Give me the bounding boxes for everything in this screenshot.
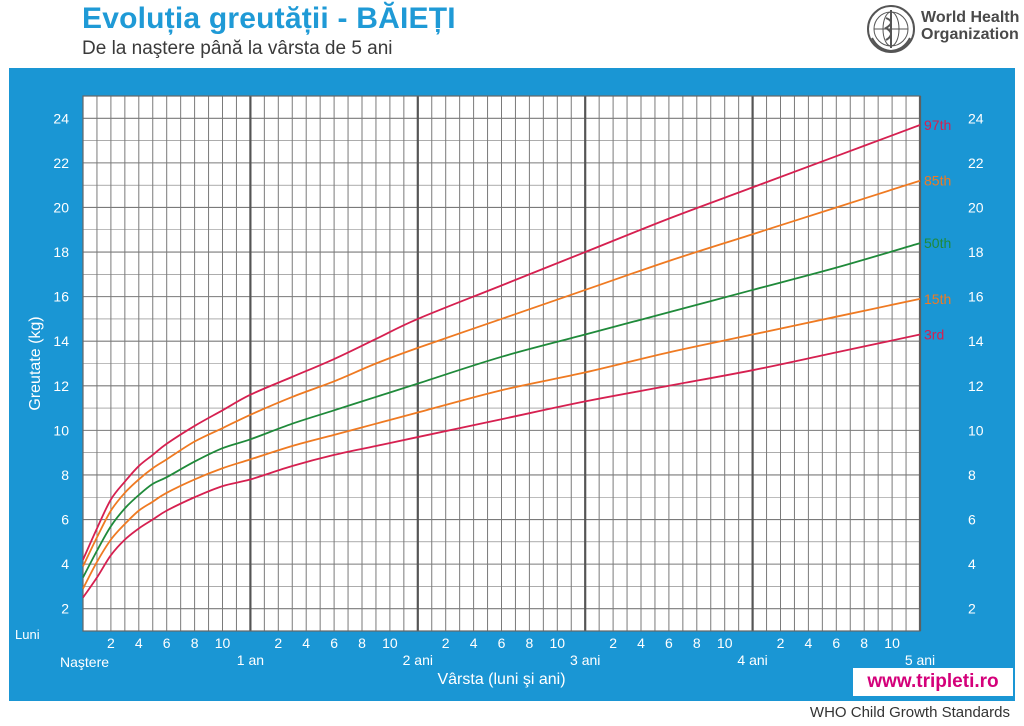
y-tick-label-right: 22 [968, 155, 984, 171]
chart-subtitle: De la naştere până la vârsta de 5 ani [82, 38, 393, 59]
x-tick-label-month: 2 [609, 635, 617, 651]
series-line-15th [82, 297, 921, 590]
x-tick-label-year: 2 ani [403, 652, 433, 668]
y-axis-label: Greutate (kg) [27, 316, 44, 410]
x-tick-label-month: 2 [777, 635, 785, 651]
x-tick-label-month: 8 [358, 635, 366, 651]
x-tick-label-month: 10 [884, 635, 900, 651]
website-label: www.tripleti.ro [853, 668, 1013, 696]
x-tick-label-year: 3 ani [570, 652, 600, 668]
x-tick-label-month: 2 [107, 635, 115, 651]
y-tick-label-left: 22 [53, 155, 69, 171]
y-tick-label-right: 20 [968, 199, 984, 215]
y-tick-label-right: 4 [968, 556, 976, 572]
x-tick-label-month: 4 [637, 635, 645, 651]
y-tick-label-right: 10 [968, 422, 984, 438]
x-unit-label: Luni [15, 627, 40, 642]
series-line-3rd [82, 333, 921, 599]
y-tick-label-left: 6 [61, 512, 69, 528]
x-tick-label-month: 8 [526, 635, 534, 651]
x-tick-label-year: 4 ani [737, 652, 767, 668]
x-tick-label-month: 6 [498, 635, 506, 651]
series-line-85th [82, 179, 921, 567]
x-tick-label-month: 8 [693, 635, 701, 651]
x-tick-label-month: 8 [191, 635, 199, 651]
y-tick-label-right: 12 [968, 378, 984, 394]
y-tick-label-right: 6 [968, 512, 976, 528]
chart-panel: 2 2 4 4 6 6 8 8 10 10 12 12 14 14 16 16 18 18 20 20 22 22 24 24… [9, 68, 1015, 701]
x-tick-label-month: 4 [302, 635, 310, 651]
series-line-50th [82, 242, 921, 578]
y-tick-label-left: 14 [53, 333, 69, 349]
y-tick-label-right: 24 [968, 110, 984, 126]
y-tick-label-right: 18 [968, 244, 984, 260]
x-tick-label-year: 5 ani [905, 652, 935, 668]
series-label-97th: 97th [924, 117, 951, 133]
who-emblem-icon [867, 5, 915, 53]
x-tick-label-month: 6 [665, 635, 673, 651]
x-tick-label-month: 4 [470, 635, 478, 651]
y-tick-label-left: 20 [53, 199, 69, 215]
y-tick-label-right: 8 [968, 467, 976, 483]
y-tick-label-left: 2 [61, 601, 69, 617]
x-tick-label-month: 10 [215, 635, 231, 651]
y-tick-label-left: 18 [53, 244, 69, 260]
y-tick-label-left: 24 [53, 110, 69, 126]
x-tick-label-month: 8 [860, 635, 868, 651]
y-tick-label-left: 4 [61, 556, 69, 572]
x-tick-label-month: 10 [382, 635, 398, 651]
x-tick-label-month: 10 [550, 635, 566, 651]
y-tick-label-left: 10 [53, 422, 69, 438]
series-label-85th: 85th [924, 173, 951, 189]
x-tick-label-month: 6 [163, 635, 171, 651]
y-tick-label-right: 14 [968, 333, 984, 349]
plot-border [82, 95, 921, 632]
series [82, 124, 921, 599]
x-tick-label-month: 2 [274, 635, 282, 651]
y-tick-label-right: 2 [968, 601, 976, 617]
x-tick-label-year: 1 an [237, 652, 264, 668]
x-tick-label-month: 4 [805, 635, 813, 651]
y-tick-label-right: 16 [968, 289, 984, 305]
x-tick-label-month: 10 [717, 635, 733, 651]
y-tick-label-left: 8 [61, 467, 69, 483]
y-tick-label-left: 16 [53, 289, 69, 305]
series-label-15th: 15th [924, 291, 951, 307]
who-org-name: World Health Organization [921, 9, 1021, 43]
series-line-97th [82, 124, 921, 561]
x-tick-label-month: 2 [442, 635, 450, 651]
x-tick-label-month: 6 [832, 635, 840, 651]
source-label: WHO Child Growth Standards [809, 704, 1010, 721]
x-start-label: Naştere [60, 654, 109, 670]
series-label-3rd: 3rd [924, 327, 944, 343]
series-label-50th: 50th [924, 235, 951, 251]
chart-title: Evoluția greutății - BĂIEȚI [82, 2, 456, 35]
x-tick-label-month: 4 [135, 635, 143, 651]
who-org-line2: Organization [921, 26, 1019, 43]
x-tick-label-month: 6 [330, 635, 338, 651]
y-tick-label-left: 12 [53, 378, 69, 394]
x-axis-label: Vârsta (luni şi ani) [437, 671, 565, 688]
grid [82, 95, 922, 632]
who-org-line1: World Health [921, 9, 1020, 26]
